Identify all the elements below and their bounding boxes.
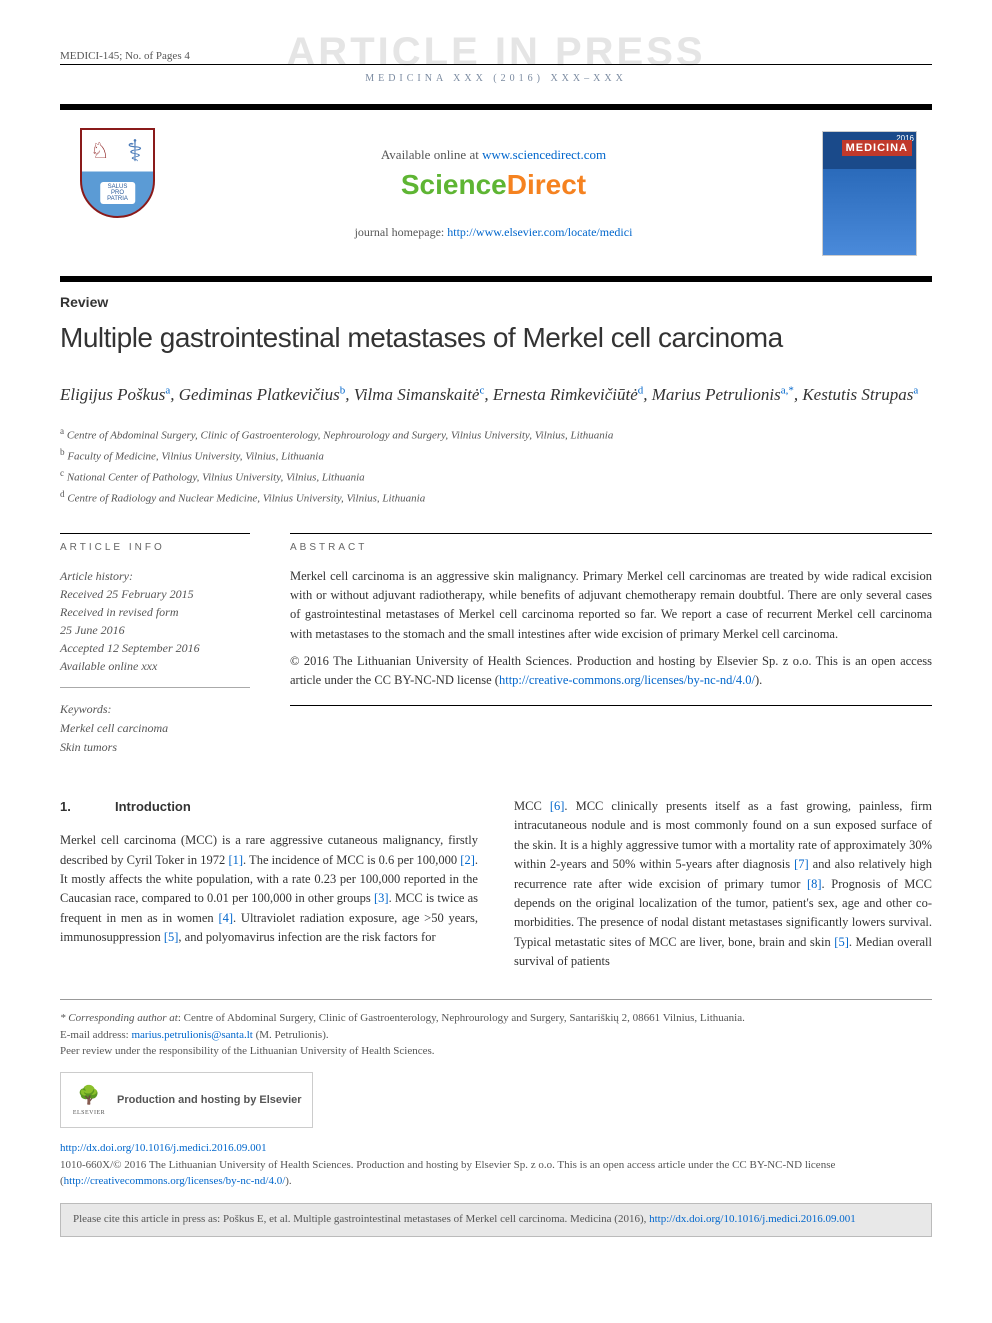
journal-reference: MEDICINA XXX (2016) XXX–XXX bbox=[60, 73, 932, 84]
email-label: E-mail address: bbox=[60, 1029, 131, 1041]
article-info-heading: ARTICLE INFO bbox=[60, 533, 250, 553]
author-affiliation-marker: a bbox=[165, 384, 170, 396]
cover-title: MEDICINA bbox=[842, 140, 912, 156]
license-link[interactable]: http://creativecommons.org/licenses/by-n… bbox=[64, 1175, 286, 1187]
peer-review-text: Peer review under the responsibility of … bbox=[60, 1043, 932, 1060]
corresponding-author-label: * Corresponding author at bbox=[60, 1012, 178, 1024]
citation-link[interactable]: [4] bbox=[218, 911, 233, 925]
sciencedirect-logo: ScienceDirect bbox=[165, 169, 822, 201]
corresponding-author-text: : Centre of Abdominal Surgery, Clinic of… bbox=[178, 1012, 745, 1024]
keyword-item: Skin tumors bbox=[60, 738, 250, 757]
body-paragraph: MCC [6]. MCC clinically presents itself … bbox=[514, 797, 932, 971]
author-affiliation-marker: d bbox=[638, 384, 644, 396]
citation-link[interactable]: [2] bbox=[460, 853, 475, 867]
production-box: 🌳 ELSEVIER Production and hosting by Els… bbox=[60, 1072, 313, 1128]
citation-link[interactable]: [3] bbox=[374, 891, 389, 905]
author-affiliation-marker: c bbox=[479, 384, 484, 396]
citation-link[interactable]: [5] bbox=[834, 935, 849, 949]
elsevier-logo-icon: 🌳 ELSEVIER bbox=[71, 1079, 107, 1121]
license-text: 1010-660X/© 2016 The Lithuanian Universi… bbox=[60, 1158, 932, 1189]
sciencedirect-url-link[interactable]: www.sciencedirect.com bbox=[482, 147, 606, 162]
abstract-heading: ABSTRACT bbox=[290, 533, 932, 553]
article-history: Article history: Received 25 February 20… bbox=[60, 567, 250, 688]
author-name: Kestutis Strupas bbox=[802, 385, 913, 404]
affiliation-text: Faculty of Medicine, Vilnius University,… bbox=[67, 450, 324, 462]
article-type: Review bbox=[60, 294, 932, 310]
journal-cover: 2016 MEDICINA bbox=[822, 131, 922, 256]
revised-date: 25 June 2016 bbox=[60, 621, 250, 639]
affiliation-text: National Center of Pathology, Vilnius Un… bbox=[67, 472, 365, 484]
article-body: 1.Introduction Merkel cell carcinoma (MC… bbox=[60, 797, 932, 971]
citation-link[interactable]: [8] bbox=[807, 877, 822, 891]
author-affiliation-marker: b bbox=[340, 384, 346, 396]
available-online-text: Available online at www.sciencedirect.co… bbox=[165, 147, 822, 163]
page-footer: * Corresponding author at: Centre of Abd… bbox=[60, 999, 932, 1189]
doc-id: MEDICI-145; No. of Pages 4 bbox=[60, 50, 190, 62]
author-name: Vilma Simanskaitė bbox=[354, 385, 480, 404]
citation-box: Please cite this article in press as: Po… bbox=[60, 1203, 932, 1236]
journal-banner: SALUS PRO PATRIA Available online at www… bbox=[60, 104, 932, 282]
doi-link[interactable]: http://dx.doi.org/10.1016/j.medici.2016.… bbox=[60, 1142, 267, 1154]
cc-license-link[interactable]: http://creative-commons.org/licenses/by-… bbox=[499, 673, 755, 687]
journal-homepage-text: journal homepage: http://www.elsevier.co… bbox=[165, 225, 822, 240]
affiliation-text: Centre of Abdominal Surgery, Clinic of G… bbox=[67, 429, 614, 441]
author-affiliation-marker: a,* bbox=[781, 384, 794, 396]
author-affiliation-marker: a bbox=[913, 384, 918, 396]
author-name: Ernesta Rimkevičiūtė bbox=[493, 385, 638, 404]
email-author: (M. Petrulionis). bbox=[253, 1029, 329, 1041]
article-title: Multiple gastrointestinal metastases of … bbox=[60, 322, 932, 354]
available-online: Available online xxx bbox=[60, 657, 250, 675]
production-text: Production and hosting by Elsevier bbox=[117, 1092, 302, 1109]
affiliation-text: Centre of Radiology and Nuclear Medicine… bbox=[67, 493, 425, 505]
authors-list: Eligijus Poškusa, Gediminas Platkevičius… bbox=[60, 382, 932, 408]
author-name: Gediminas Platkevičius bbox=[179, 385, 340, 404]
author-name: Eligijus Poškus bbox=[60, 385, 165, 404]
keywords-block: Keywords: Merkel cell carcinoma Skin tum… bbox=[60, 700, 250, 758]
accepted-date: Accepted 12 September 2016 bbox=[60, 639, 250, 657]
received-date: Received 25 February 2015 bbox=[60, 585, 250, 603]
journal-shield-logo: SALUS PRO PATRIA bbox=[70, 128, 165, 258]
keyword-item: Merkel cell carcinoma bbox=[60, 719, 250, 738]
email-link[interactable]: marius.petrulionis@santa.lt bbox=[131, 1029, 252, 1041]
citation-link[interactable]: [1] bbox=[228, 853, 243, 867]
citation-link[interactable]: [6] bbox=[550, 799, 565, 813]
journal-homepage-link[interactable]: http://www.elsevier.com/locate/medici bbox=[447, 225, 632, 239]
shield-icon: SALUS PRO PATRIA bbox=[80, 128, 155, 218]
abstract-text: Merkel cell carcinoma is an aggressive s… bbox=[290, 567, 932, 706]
citation-link[interactable]: [7] bbox=[794, 857, 809, 871]
body-paragraph: Merkel cell carcinoma (MCC) is a rare ag… bbox=[60, 831, 478, 947]
revised-label: Received in revised form bbox=[60, 603, 250, 621]
shield-motto: SALUS PRO PATRIA bbox=[100, 182, 136, 204]
affiliations-list: a Centre of Abdominal Surgery, Clinic of… bbox=[60, 424, 932, 509]
citation-link[interactable]: [5] bbox=[164, 930, 179, 944]
citation-doi-link[interactable]: http://dx.doi.org/10.1016/j.medici.2016.… bbox=[649, 1213, 856, 1225]
author-name: Marius Petrulionis bbox=[652, 385, 781, 404]
section-heading: 1.Introduction bbox=[60, 797, 478, 817]
